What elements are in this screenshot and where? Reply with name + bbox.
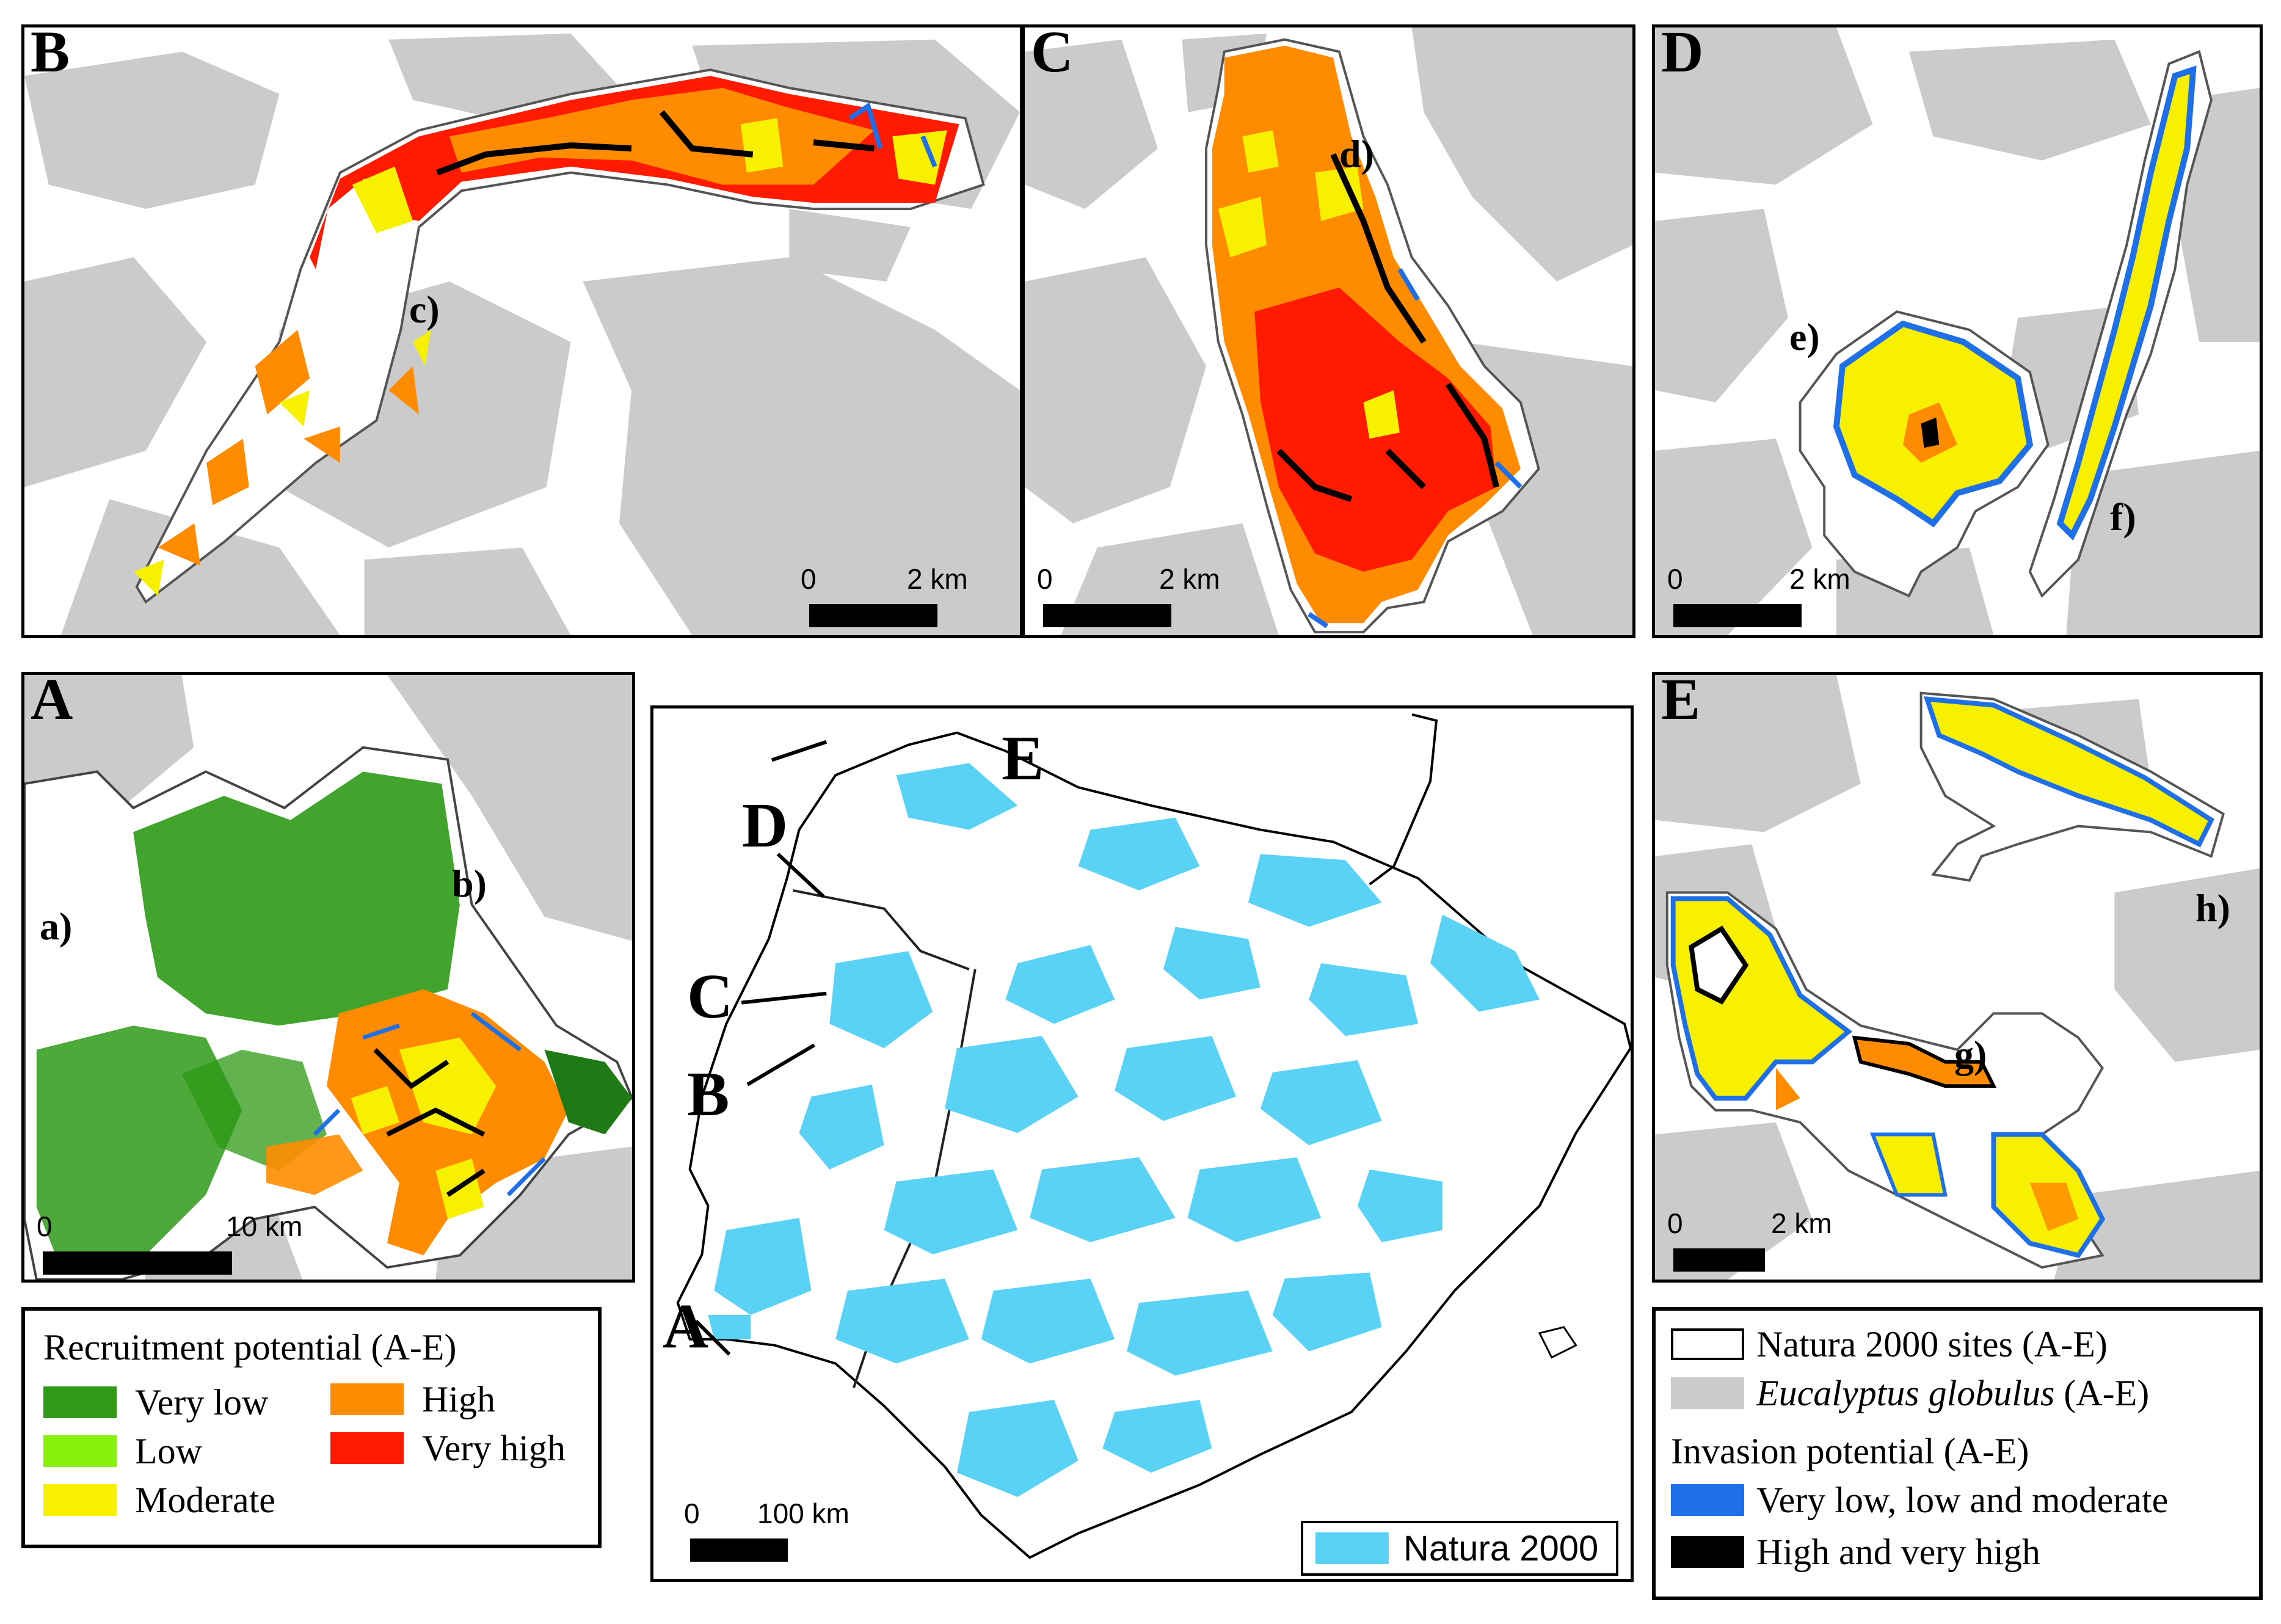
legend-item-label: High [422, 1379, 495, 1419]
legend-item-natura-sites: Natura 2000 sites (A-E) [1671, 1326, 2108, 1363]
legend-recruitment-title: Recruitment potential (A-E) [43, 1327, 457, 1367]
site-label-d: D [742, 790, 788, 861]
swatch-low [43, 1435, 117, 1467]
scale-bar [1673, 604, 1802, 627]
legend-item-high: High [330, 1381, 495, 1418]
legend-item-low: Low [43, 1433, 202, 1469]
panel-c-map [1025, 27, 1632, 635]
panel-a-label: A [31, 672, 73, 732]
site-label-a: A [663, 1291, 709, 1361]
scale-zero-label: 0 [801, 563, 817, 595]
legend-item-eucalyptus: Eucalyptus globulus (A-E) [1671, 1375, 2149, 1411]
panel-a-scale-bar: 0 10 km [37, 1212, 318, 1280]
legend-item-label: Low [135, 1431, 202, 1471]
panel-c-sublabel-d: d) [1339, 132, 1374, 175]
legend-item-label: Very low [135, 1382, 269, 1422]
scale-zero-label: 0 [684, 1498, 700, 1529]
panel-a-map [24, 675, 632, 1280]
legend-item-label: Very high [422, 1428, 566, 1468]
legend-item-label: Very low, low and moderate [1756, 1480, 2169, 1520]
site-label-b: B [687, 1059, 730, 1129]
legend-item-invasion-low: Very low, low and moderate [1671, 1482, 2168, 1518]
legend-item-label: Natura 2000 sites (A-E) [1756, 1324, 2108, 1364]
panel-c-scale-bar: 0 2 km [1037, 565, 1232, 632]
panel-d-sublabel-e: e) [1789, 315, 1820, 359]
panel-b-scale-bar: 0 2 km [785, 565, 968, 632]
panel-d-scale-bar: 0 2 km [1667, 565, 1863, 632]
swatch-natura-sites [1671, 1328, 1744, 1360]
map-panel-b: B c) 0 2 km [21, 24, 1023, 638]
legend-item-very-high: Very high [330, 1430, 566, 1466]
scale-end-label: 100 km [757, 1498, 849, 1529]
scale-zero-label: 0 [1037, 563, 1053, 595]
panel-e-map [1655, 675, 2260, 1280]
map-panel-c: C d) 0 2 km [1022, 24, 1635, 638]
scale-end-label: 2 km [907, 563, 968, 595]
panel-e-sublabel-g: g) [1954, 1033, 1987, 1076]
swatch-invasion-low [1671, 1484, 1744, 1516]
swatch-very-low [43, 1386, 117, 1418]
scale-end-label: 2 km [1159, 563, 1220, 595]
legend-item-suffix: (A-E) [2054, 1373, 2150, 1413]
natura-legend: Natura 2000 [1301, 1521, 1618, 1576]
swatch-moderate [43, 1484, 117, 1516]
scale-zero-label: 0 [1667, 1207, 1683, 1239]
panel-b-label: B [31, 24, 70, 84]
panel-d-map [1655, 27, 2260, 635]
scale-bar [690, 1538, 788, 1562]
scale-end-label: 10 km [226, 1211, 303, 1242]
map-panel-a: A a) b) 0 10 km [21, 672, 635, 1283]
swatch-invasion-high [1671, 1536, 1744, 1568]
natura-swatch [1315, 1532, 1389, 1564]
legend-item-label: High and very high [1756, 1532, 2040, 1572]
scale-bar [809, 604, 937, 627]
swatch-high [330, 1383, 404, 1415]
scale-end-label: 2 km [1771, 1207, 1832, 1239]
natura-legend-label: Natura 2000 [1403, 1528, 1599, 1568]
scale-bar [1043, 604, 1171, 627]
iberia-map [676, 713, 1631, 1559]
legend-item-moderate: Moderate [43, 1482, 275, 1518]
panel-d-sublabel-f: f) [2110, 495, 2136, 539]
legend-item-invasion-high: High and very high [1671, 1534, 2040, 1570]
map-panel-iberia: E D C B A 0 100 km Natura 2000 [650, 705, 1634, 1582]
panel-e-sublabel-h: h) [2196, 886, 2230, 930]
legend-invasion-title: Invasion potential (A-E) [1671, 1431, 2029, 1471]
scale-end-label: 2 km [1789, 563, 1850, 595]
map-panel-d: D e) f) 0 2 km [1652, 24, 2263, 638]
scale-zero-label: 0 [1667, 563, 1683, 595]
iberia-scale-bar: 0 100 km [684, 1499, 940, 1567]
panel-b-map [24, 33, 1020, 635]
scale-bar [1673, 1248, 1765, 1272]
panel-d-label: D [1661, 24, 1704, 84]
legend-item-label: Moderate [135, 1480, 275, 1520]
panel-a-sublabel-b: b) [452, 862, 487, 905]
swatch-very-high [330, 1432, 404, 1464]
scale-zero-label: 0 [37, 1211, 53, 1242]
site-label-e: E [1002, 723, 1044, 793]
natura-site-b-outline [135, 68, 985, 604]
panel-b-sublabel-c: c) [409, 288, 440, 331]
panel-a-sublabel-a: a) [40, 905, 73, 948]
legend-invasion: Natura 2000 sites (A-E) Eucalyptus globu… [1652, 1307, 2263, 1600]
swatch-eucalyptus [1671, 1377, 1744, 1409]
legend-item-label: Eucalyptus globulus [1756, 1373, 2055, 1413]
scale-bar [43, 1251, 232, 1275]
site-label-c: C [687, 961, 733, 1032]
panel-e-scale-bar: 0 2 km [1667, 1209, 1863, 1276]
panel-e-label: E [1661, 672, 1701, 732]
panel-c-label: C [1031, 24, 1074, 84]
map-panel-e: E h) g) 0 2 km [1652, 672, 2263, 1283]
legend-recruitment: Recruitment potential (A-E) Very low Low… [21, 1307, 602, 1548]
legend-item-very-low: Very low [43, 1384, 268, 1421]
